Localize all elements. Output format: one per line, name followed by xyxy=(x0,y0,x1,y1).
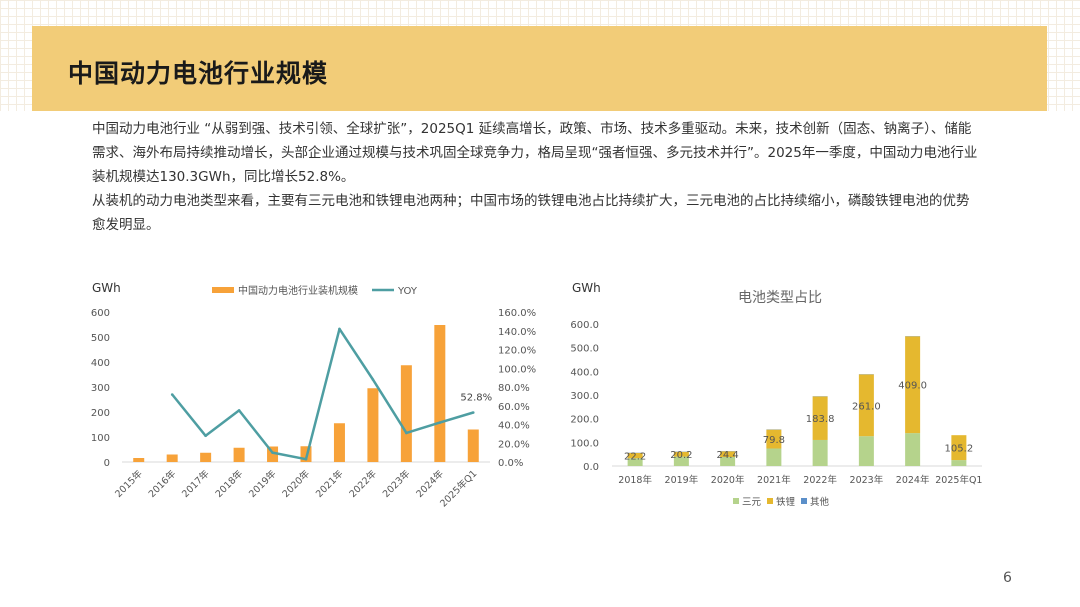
yoy-point xyxy=(471,411,475,414)
yoy-point xyxy=(438,421,442,424)
y-tick-label: 500 xyxy=(91,333,110,344)
chart-title: 电池类型占比 xyxy=(738,290,822,306)
capacity-bar xyxy=(233,447,245,462)
y2-tick-label: 40.0% xyxy=(498,421,530,432)
yoy-point xyxy=(170,393,174,396)
segment-ternary xyxy=(858,436,874,466)
y-tick-label: 400 xyxy=(91,358,110,369)
yoy-point xyxy=(204,434,207,438)
y-tick-label: 100 xyxy=(91,433,110,444)
content-background xyxy=(0,111,1080,607)
page-title: 中国动力电池行业规模 xyxy=(68,59,329,88)
capacity-bar xyxy=(467,429,479,462)
x-tick-label: 2019年 xyxy=(665,474,699,486)
y-tick-label: 500.0 xyxy=(570,344,599,355)
segment-ternary xyxy=(951,460,967,466)
capacity-bar xyxy=(300,446,312,462)
legend-swatch-capacity xyxy=(212,287,234,293)
legend-label: 其他 xyxy=(810,496,830,508)
y2-tick-label: 20.0% xyxy=(498,439,530,450)
lfp-data-label: 79.8 xyxy=(763,435,785,446)
capacity-bar xyxy=(267,446,279,462)
capacity-bar xyxy=(200,452,212,462)
y2-tick-label: 60.0% xyxy=(498,402,530,413)
y2-tick-label: 140.0% xyxy=(498,327,536,338)
legend-label-capacity: 中国动力电池行业装机规模 xyxy=(238,284,358,297)
y2-tick-label: 120.0% xyxy=(498,346,536,357)
yoy-line xyxy=(171,327,474,461)
y2-tick-label: 160.0% xyxy=(498,308,536,319)
y-tick-label: 600.0 xyxy=(570,320,599,331)
segment-ternary xyxy=(720,457,736,466)
segment-lfp xyxy=(812,396,828,440)
y-tick-label: 0.0 xyxy=(583,462,599,473)
x-tick-label: 2024年 xyxy=(896,474,930,486)
summary-paragraph-2: 从装机的动力电池类型来看，主要有三元电池和铁锂电池两种；中国市场的铁锂电池占比持… xyxy=(92,193,970,233)
capacity-bar xyxy=(434,325,446,462)
yoy-point xyxy=(371,378,375,381)
legend-label-yoy: YOY xyxy=(397,286,418,297)
legend-label: 三元 xyxy=(742,497,762,508)
yoy-point xyxy=(271,451,274,454)
lfp-data-label: 105.2 xyxy=(945,444,974,455)
x-tick-label: 2021年 xyxy=(757,474,791,486)
y2-tick-label: 100.0% xyxy=(498,364,536,375)
lfp-data-label: 261.0 xyxy=(852,401,881,412)
x-tick-label: 2020年 xyxy=(711,474,745,486)
yoy-point xyxy=(304,457,308,461)
legend-swatch xyxy=(801,498,807,504)
capacity-bar xyxy=(333,423,345,462)
y-tick-label: 400.0 xyxy=(570,367,599,378)
lfp-data-label: 22.2 xyxy=(624,452,646,463)
lfp-data-label: 20.2 xyxy=(670,450,692,461)
segment-lfp xyxy=(858,374,874,437)
segment-ternary xyxy=(766,448,782,466)
y-axis-unit: GWh xyxy=(92,281,121,295)
y-tick-label: 300.0 xyxy=(570,391,599,402)
summary-paragraph-1: 中国动力电池行业 “从弱到强、技术引领、全球扩张”，2025Q1 延续高增长，政… xyxy=(92,121,978,185)
lfp-data-label: 183.8 xyxy=(806,414,835,425)
x-tick-label: 2023年 xyxy=(850,474,884,486)
capacity-bar xyxy=(133,458,145,462)
y-tick-label: 600 xyxy=(91,308,110,319)
segment-lfp xyxy=(766,429,782,449)
y-tick-label: 0 xyxy=(104,458,110,469)
segment-lfp xyxy=(720,451,736,458)
legend-swatch xyxy=(767,498,773,504)
yoy-data-label: 52.8% xyxy=(460,393,492,404)
header-band xyxy=(32,26,1047,111)
legend-label: 铁锂 xyxy=(776,496,796,508)
capacity-bar xyxy=(400,365,412,462)
segment-lfp xyxy=(951,435,967,461)
y-tick-label: 300 xyxy=(91,383,110,394)
segment-lfp xyxy=(627,452,643,459)
x-tick-label: 2025年Q1 xyxy=(935,474,982,486)
capacity-bar xyxy=(166,454,178,462)
x-tick-label: 2018年 xyxy=(618,474,652,486)
segment-ternary xyxy=(905,433,921,466)
y2-tick-label: 0.0% xyxy=(498,458,523,469)
page-number: 6 xyxy=(1003,570,1012,586)
yoy-point xyxy=(338,327,341,331)
segment-ternary xyxy=(673,456,689,466)
y-tick-label: 200.0 xyxy=(570,415,599,426)
yoy-point xyxy=(405,431,408,435)
segment-ternary xyxy=(812,439,828,466)
yoy-point xyxy=(237,409,241,412)
legend-swatch xyxy=(733,498,739,504)
segment-ternary xyxy=(627,458,643,466)
y-tick-label: 100.0 xyxy=(570,438,599,449)
lfp-data-label: 409.0 xyxy=(898,381,927,392)
x-tick-label: 2022年 xyxy=(803,474,837,486)
capacity-bar xyxy=(367,388,379,462)
segment-lfp xyxy=(905,336,921,434)
y-axis-unit: GWh xyxy=(572,281,601,295)
lfp-data-label: 24.4 xyxy=(716,450,738,461)
summary-text: 中国动力电池行业 “从弱到强、技术引领、全球扩张”，2025Q1 延续高增长，政… xyxy=(92,117,982,237)
segment-lfp xyxy=(673,451,689,457)
y2-tick-label: 80.0% xyxy=(498,383,530,394)
y-tick-label: 200 xyxy=(91,408,110,419)
